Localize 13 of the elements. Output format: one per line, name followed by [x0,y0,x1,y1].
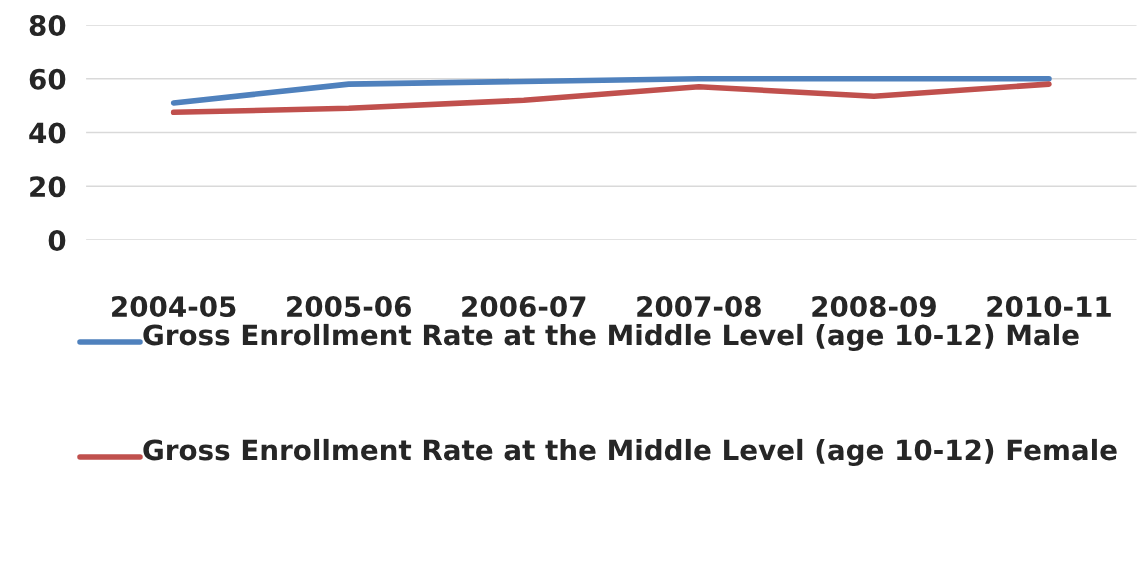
legend-label: Gross Enrollment Rate at the Middle Level (age 10-12) Male [143,323,1079,351]
x-tick-label: 2008-09 [812,296,936,318]
x-tick-label: 2006-07 [462,296,586,318]
x-tick-label: 2010-11 [987,296,1111,318]
legend-label: Gross Enrollment Rate at the Middle Level (age 10-12) Female [143,438,1117,466]
y-tick-label: 80 [29,14,66,36]
y-tick-label: 0 [48,229,66,251]
y-tick-label: 60 [29,68,66,90]
y-tick-label: 40 [29,122,66,144]
x-tick-label: 2004-05 [112,296,236,318]
x-tick-label: 2007-08 [637,296,761,318]
y-tick-label: 20 [30,176,66,198]
x-tick-label: 2005-06 [287,296,411,318]
